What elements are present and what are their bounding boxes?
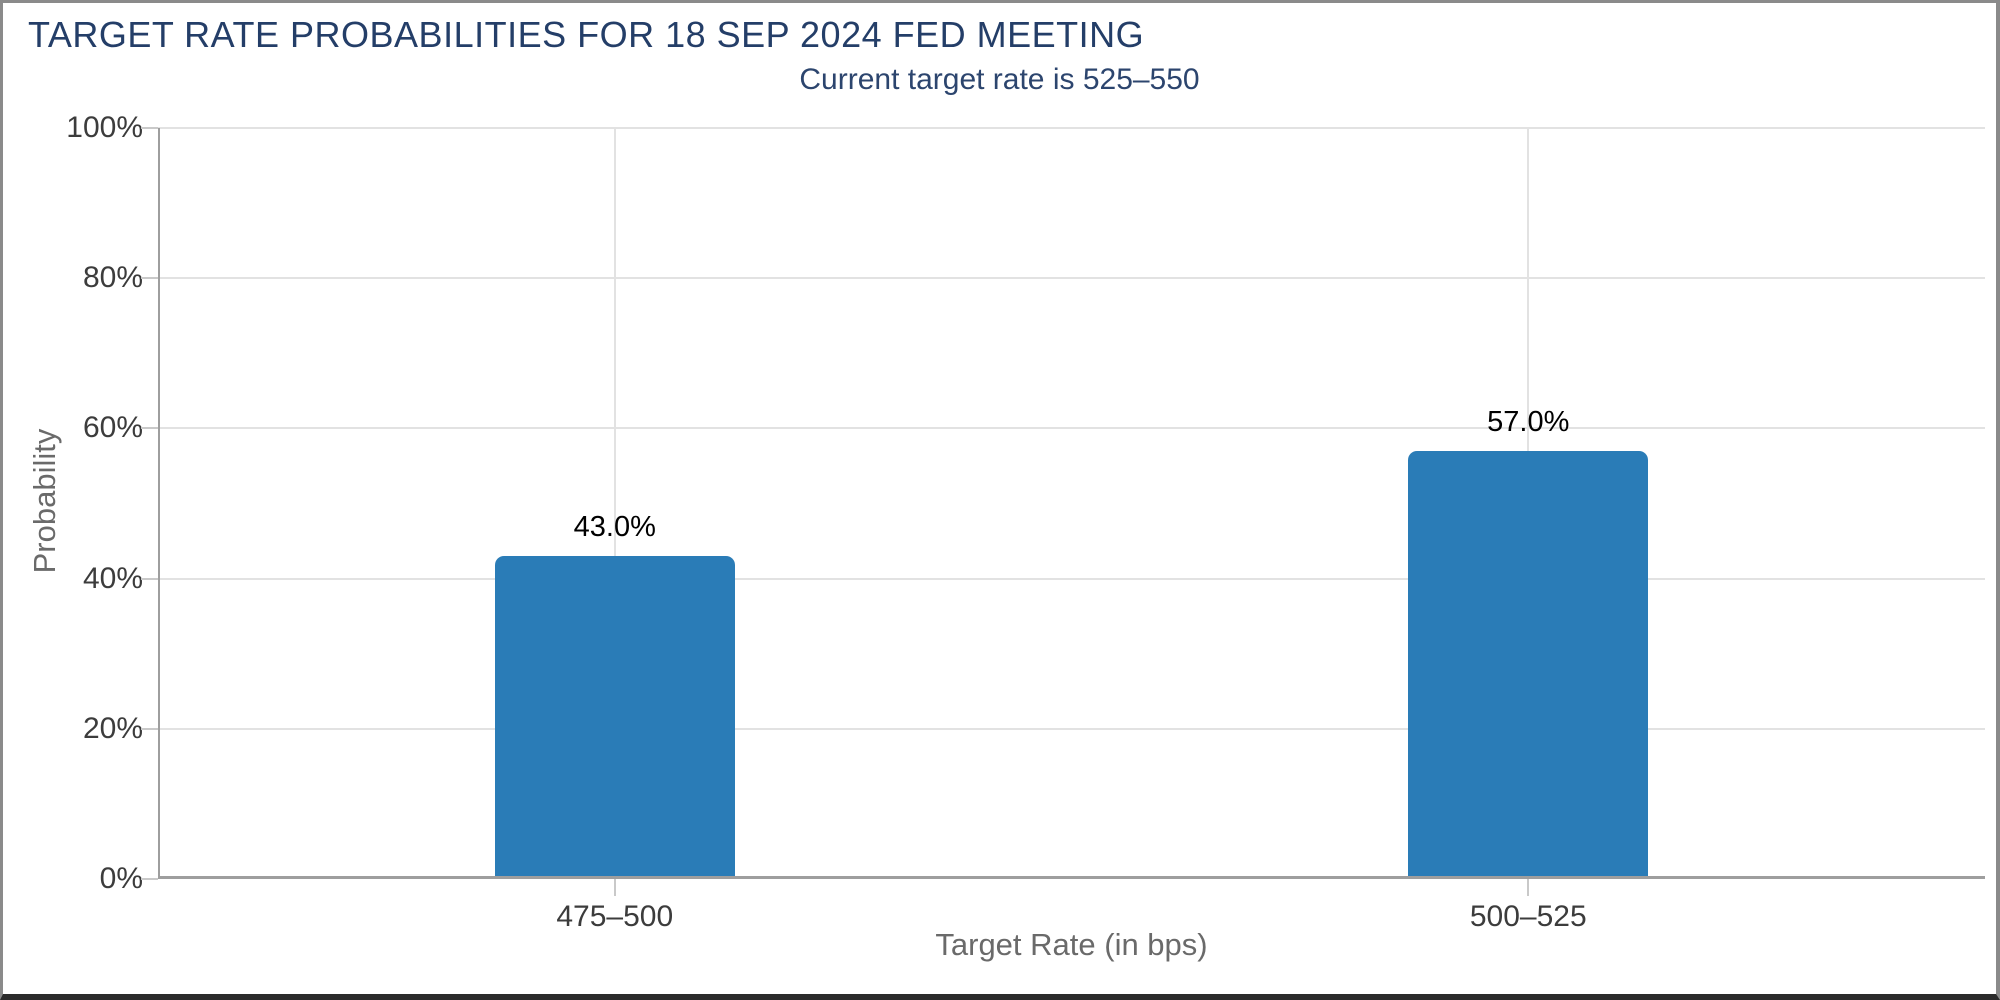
y-gridline-100: [158, 127, 1985, 129]
chart-subtitle: Current target rate is 525–550: [799, 63, 1200, 96]
y-tick-label-100%: 100%: [66, 111, 143, 144]
y-tick-label-60%: 60%: [82, 411, 143, 445]
y-tick-mark: [141, 577, 158, 580]
x-tick-label-475–500: 475–500: [556, 900, 674, 933]
x-axis-line: [158, 876, 1985, 879]
y-tick-mark: [141, 878, 158, 880]
plot-area: 43.0% 475–500 57.0% 500–525: [158, 127, 1985, 933]
y-tick-label-80%: 80%: [82, 261, 143, 295]
bar-value-label-475–500: 43.0%: [573, 511, 656, 544]
bar-500–525[interactable]: [1408, 450, 1649, 879]
y-axis-line: [158, 128, 160, 879]
y-tick-mark: [141, 277, 158, 280]
x-tick-label-500–525: 500–525: [1469, 900, 1587, 933]
y-tick-mark: [141, 127, 158, 129]
y-tick-mark: [141, 427, 158, 430]
x-gridline-475–500: [613, 128, 616, 879]
y-tick-label-20%: 20%: [82, 711, 143, 745]
x-axis-title: Target Rate (in bps): [935, 927, 1208, 962]
y-axis-title: Probability: [27, 428, 62, 574]
y-gridline-20: [158, 727, 1985, 730]
bar-475–500[interactable]: [494, 556, 735, 879]
y-gridline-40: [158, 577, 1985, 580]
bars-layer: 43.0% 475–500 57.0% 500–525: [158, 128, 1985, 933]
y-tick-label-40%: 40%: [82, 561, 143, 595]
x-tick-mark: [1527, 879, 1530, 896]
y-gridline-80: [158, 277, 1985, 280]
y-gridline-60: [158, 427, 1985, 430]
y-tick-mark: [141, 727, 158, 730]
chart-title: TARGET RATE PROBABILITIES FOR 18 SEP 202…: [28, 14, 1145, 55]
bar-value-label-500–525: 57.0%: [1487, 405, 1570, 438]
y-tick-label-0%: 0%: [99, 862, 143, 895]
x-tick-mark: [613, 879, 616, 896]
